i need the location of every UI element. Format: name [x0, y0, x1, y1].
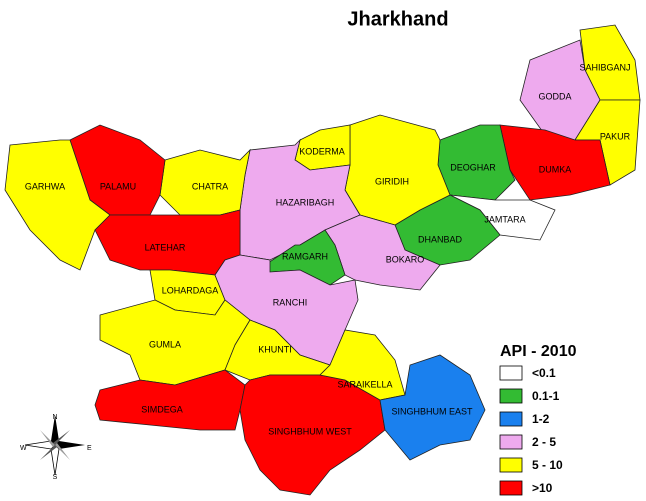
legend-swatch	[499, 388, 523, 404]
district-label: GODDA	[538, 91, 571, 101]
district-label: GUMLA	[149, 339, 181, 349]
district-area	[94, 369, 246, 431]
legend-label: 0.1-1	[532, 389, 560, 403]
district-label: RAMGARH	[282, 251, 328, 261]
legend-swatch	[499, 457, 523, 473]
district-label: HAZARIBAGH	[276, 197, 335, 207]
districts	[4, 24, 641, 496]
district-labels: SAHIBGANJ GODDA PAKUR DUMKA DEOGHAR JAMTARA DH…	[25, 62, 631, 436]
legend-label: >10	[532, 481, 553, 495]
legend-swatch	[499, 480, 523, 496]
district-label: SIMDEGA	[141, 404, 183, 414]
district-label: GARHWA	[25, 181, 65, 191]
legend-label: 2 - 5	[532, 435, 556, 449]
district-label: DEOGHAR	[450, 162, 496, 172]
district-label: CHATRA	[192, 181, 228, 191]
district-label: PAKUR	[600, 131, 631, 141]
legend-title: API - 2010	[500, 343, 577, 360]
district-label: SINGHBHUM WEST	[268, 426, 352, 436]
legend-swatch	[499, 434, 523, 450]
legend-label: <0.1	[532, 366, 556, 380]
compass: N S E W	[20, 414, 92, 481]
district-area	[379, 354, 486, 461]
map-title: Jharkhand	[347, 8, 448, 30]
compass-needle	[55, 443, 70, 460]
compass-needle	[40, 430, 55, 447]
district-label: DHANBAD	[418, 234, 463, 244]
district-label: BOKARO	[386, 254, 425, 264]
district-label: KHUNTI	[258, 344, 292, 354]
district-area	[239, 374, 386, 496]
district-label: LATEHAR	[145, 242, 186, 252]
legend: API - 2010 <0.1 0.1-1 1-2 2 - 5 5 - 10 >10	[499, 343, 577, 496]
compass-needle	[53, 430, 70, 445]
district-label: SARAIKELLA	[337, 379, 392, 389]
district-label: LOHARDAGA	[162, 285, 219, 295]
compass-needle	[40, 445, 57, 460]
district-label: RANCHI	[273, 297, 308, 307]
district-label: DUMKA	[539, 164, 572, 174]
compass-west: W	[20, 445, 27, 452]
district-label: GIRIDIH	[375, 176, 409, 186]
district-label: KODERMA	[299, 146, 345, 156]
district-label: SAHIBGANJ	[579, 62, 630, 72]
legend-label: 5 - 10	[532, 458, 563, 472]
compass-east: E	[87, 445, 92, 452]
compass-needle	[51, 415, 59, 445]
compass-needle	[55, 441, 85, 449]
district-label: PALAMU	[100, 181, 136, 191]
district-label: JAMTARA	[484, 214, 525, 224]
district-area	[159, 148, 251, 216]
district-area	[499, 124, 611, 201]
compass-north: N	[52, 414, 57, 421]
legend-swatch	[499, 365, 523, 381]
district-label: SINGHBHUM EAST	[391, 406, 473, 416]
legend-label: 1-2	[532, 412, 550, 426]
compass-south: S	[53, 474, 58, 481]
legend-swatch	[499, 411, 523, 427]
